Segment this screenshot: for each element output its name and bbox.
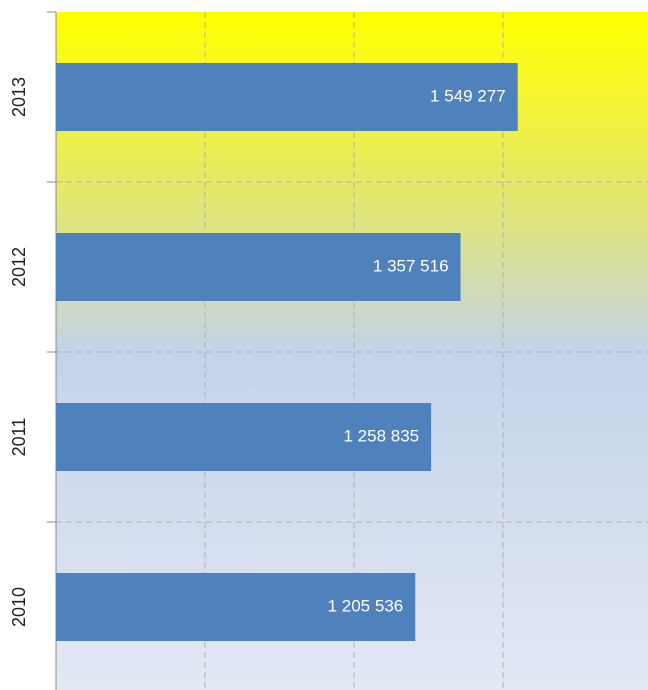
data-label: 1 258 835 <box>343 426 419 445</box>
bar <box>56 573 416 641</box>
bar <box>56 233 461 301</box>
data-label: 1 357 516 <box>373 256 449 275</box>
y-tick-label: 2011 <box>9 418 29 457</box>
data-label: 1 205 536 <box>328 596 404 615</box>
bar <box>56 63 518 131</box>
y-tick-label: 2012 <box>9 247 29 287</box>
y-tick-label: 2013 <box>9 77 29 117</box>
bar <box>56 403 432 471</box>
y-tick-label: 2010 <box>9 587 29 627</box>
data-label: 1 549 277 <box>430 86 506 105</box>
